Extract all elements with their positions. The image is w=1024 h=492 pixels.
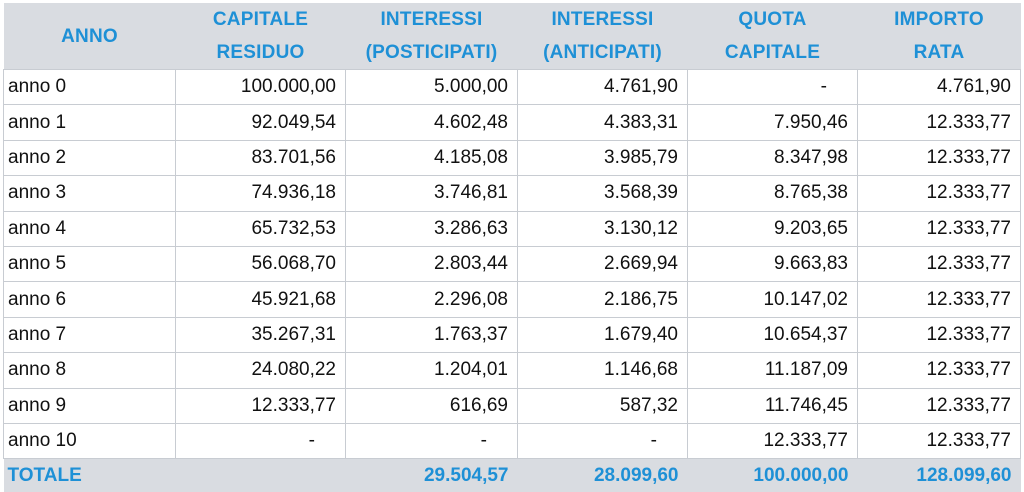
table-cell: 5.000,00 [345,68,518,106]
row-year-label: anno 7 [3,317,176,354]
table-cell: 587,32 [517,388,688,424]
table-cell: 12.333,77 [857,317,1021,354]
table-cell: 2.296,08 [345,281,518,318]
totals-cell: 100.000,00 [687,458,858,492]
table-cell: 45.921,68 [175,281,346,318]
table-cell: 1.763,37 [345,317,518,354]
table-cell: 4.761,90 [857,68,1021,106]
table-cell: 12.333,77 [857,352,1021,389]
row-year-label: anno 2 [3,140,176,177]
table-cell: 10.654,37 [687,317,858,354]
amortization-table: ANNO CAPITALE RESIDUO INTERESSI (POSTICI… [3,3,1021,492]
row-year-label: anno 5 [3,246,176,283]
table-cell: 12.333,77 [687,423,858,460]
table-row: anno 6 45.921,68 2.296,08 2.186,75 10.147,02… [3,281,1021,318]
table-cell: 2.669,94 [517,246,688,283]
table-row: anno 4 65.732,53 3.286,63 3.130,12 9.203,65 1… [3,211,1021,247]
table-cell: - [175,423,346,460]
table-cell: 12.333,77 [175,388,346,424]
table-row: anno 7 35.267,31 1.763,37 1.679,40 10.654,37… [3,317,1021,354]
table-cell: 12.333,77 [857,423,1021,460]
header-quota-capitale: QUOTA CAPITALE [687,3,858,70]
table-cell: 9.663,83 [687,246,858,283]
table-row: anno 3 74.936,18 3.746,81 3.568,39 8.765,38 1… [3,175,1021,212]
table-cell: 1.204,01 [345,352,518,389]
row-year-label: anno 4 [3,211,176,247]
table-cell: 12.333,77 [857,246,1021,283]
table-cell: 65.732,53 [175,211,346,247]
row-year-label: anno 0 [3,68,176,106]
table-row: anno 2 83.701,56 4.185,08 3.985,79 8.347,98 1… [3,140,1021,177]
table-cell: 56.068,70 [175,246,346,283]
table-cell: 100.000,00 [175,68,346,106]
totals-cell: 29.504,57 [345,458,518,492]
table-cell: 74.936,18 [175,175,346,212]
table-cell: 4.761,90 [517,68,688,106]
header-interessi-anticipati: INTERESSI (ANTICIPATI) [517,3,688,70]
row-year-label: anno 10 [3,423,176,460]
table-body: anno 0 100.000,00 5.000,00 4.761,90-4.761,9… [3,68,1021,460]
table-cell: 2.803,44 [345,246,518,283]
header-interessi-posticipati: INTERESSI (POSTICIPATI) [345,3,518,70]
table-cell: 12.333,77 [857,175,1021,212]
table-cell: - [345,423,518,460]
table-cell: 11.187,09 [687,352,858,389]
table-cell: 92.049,54 [175,104,346,141]
table-cell: 4.602,48 [345,104,518,141]
header-row: ANNO CAPITALE RESIDUO INTERESSI (POSTICI… [3,3,1021,70]
header-capitale-residuo: CAPITALE RESIDUO [175,3,346,70]
table-cell: 4.185,08 [345,140,518,177]
table-row: anno 0 100.000,00 5.000,00 4.761,90-4.761,9… [3,68,1021,106]
row-year-label: anno 3 [3,175,176,212]
table-cell: 3.286,63 [345,211,518,247]
header-anno: ANNO [3,3,176,70]
row-year-label: anno 6 [3,281,176,318]
totals-row: TOTALE 29.504,57 28.099,60 100.000,00 12… [3,458,1021,492]
table-cell: 2.186,75 [517,281,688,318]
table-row: anno 10- - -12.333,77 12.333,77 [3,423,1021,460]
row-year-label: anno 1 [3,104,176,141]
table-cell: 7.950,46 [687,104,858,141]
table-cell: 8.347,98 [687,140,858,177]
table-cell: 24.080,22 [175,352,346,389]
table-cell: 10.147,02 [687,281,858,318]
totals-cell: 28.099,60 [517,458,688,492]
totals-cell: 128.099,60 [857,458,1021,492]
table-cell: 1.146,68 [517,352,688,389]
table-cell: - [517,423,688,460]
table-cell: 9.203,65 [687,211,858,247]
table-cell: - [687,68,858,106]
header-importo-rata: IMPORTO RATA [857,3,1021,70]
table-row: anno 5 56.068,70 2.803,44 2.669,94 9.663,83 1… [3,246,1021,283]
totals-label: TOTALE [3,458,176,492]
totals-cell [175,458,346,492]
table-cell: 35.267,31 [175,317,346,354]
table-cell: 3.746,81 [345,175,518,212]
table-cell: 12.333,77 [857,211,1021,247]
table-cell: 12.333,77 [857,140,1021,177]
table-cell: 11.746,45 [687,388,858,424]
table-cell: 8.765,38 [687,175,858,212]
table-cell: 83.701,56 [175,140,346,177]
table-cell: 12.333,77 [857,388,1021,424]
table-cell: 3.568,39 [517,175,688,212]
row-year-label: anno 8 [3,352,176,389]
table-cell: 1.679,40 [517,317,688,354]
table-cell: 12.333,77 [857,104,1021,141]
table-cell: 3.985,79 [517,140,688,177]
table-cell: 12.333,77 [857,281,1021,318]
table-row: anno 9 12.333,77 616,69 587,32 11.746,45 12.3… [3,388,1021,424]
table-cell: 3.130,12 [517,211,688,247]
table-cell: 4.383,31 [517,104,688,141]
table-row: anno 1 92.049,54 4.602,48 4.383,31 7.950,46 1… [3,104,1021,141]
table-cell: 616,69 [345,388,518,424]
table-row: anno 8 24.080,22 1.204,01 1.146,68 11.187,09… [3,352,1021,389]
row-year-label: anno 9 [3,388,176,424]
